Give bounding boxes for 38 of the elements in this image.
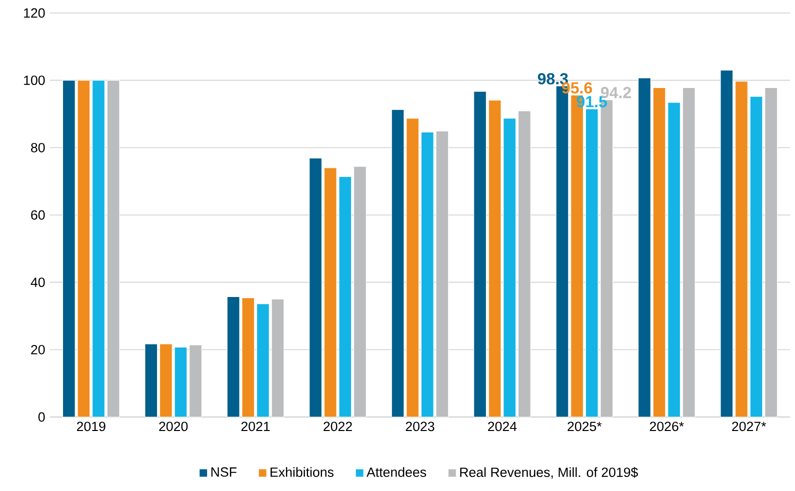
y-tick-label: 40 xyxy=(30,278,45,288)
legend-label: NSF xyxy=(211,467,236,477)
bar xyxy=(682,87,696,418)
bar xyxy=(652,87,666,418)
bar xyxy=(668,102,680,418)
x-tick-label: 2023 xyxy=(406,422,434,432)
y-tick-label: 0 xyxy=(38,412,45,422)
legend-label: Attendees xyxy=(366,467,426,477)
x-tick-label: 2020 xyxy=(159,422,188,432)
x-tick-label: 2025* xyxy=(568,422,602,432)
legend-label: Exhibitions xyxy=(270,467,334,477)
x-tick-label: 2024 xyxy=(488,422,517,432)
data-label: 98.3 xyxy=(538,73,568,84)
x-tick-label: 2026* xyxy=(650,422,684,432)
y-tick-label: 100 xyxy=(24,76,45,86)
y-tick-label: 120 xyxy=(24,8,45,18)
bar xyxy=(271,298,284,418)
legend-label: Real Revenues, Mill. of 2019$ xyxy=(460,467,638,479)
bar xyxy=(720,70,734,418)
bar xyxy=(735,81,748,418)
bar xyxy=(309,158,322,418)
data-label: 94.2 xyxy=(600,86,631,98)
bar xyxy=(144,344,158,418)
y-tick-label: 20 xyxy=(31,344,45,354)
x-tick-label: 2022 xyxy=(324,422,352,432)
x-tick-label: 2019 xyxy=(76,422,106,432)
bar xyxy=(354,166,366,418)
bar xyxy=(189,344,202,418)
bar xyxy=(92,80,105,418)
x-tick-label: 2027* xyxy=(732,422,766,432)
bar xyxy=(106,80,120,418)
bar xyxy=(256,304,270,418)
bar xyxy=(518,110,531,418)
bar xyxy=(638,78,651,418)
bar xyxy=(474,91,486,418)
y-tick-label: 80 xyxy=(31,142,45,152)
y-tick-label: 60 xyxy=(31,210,45,220)
x-tick-label: 2021 xyxy=(241,422,270,432)
